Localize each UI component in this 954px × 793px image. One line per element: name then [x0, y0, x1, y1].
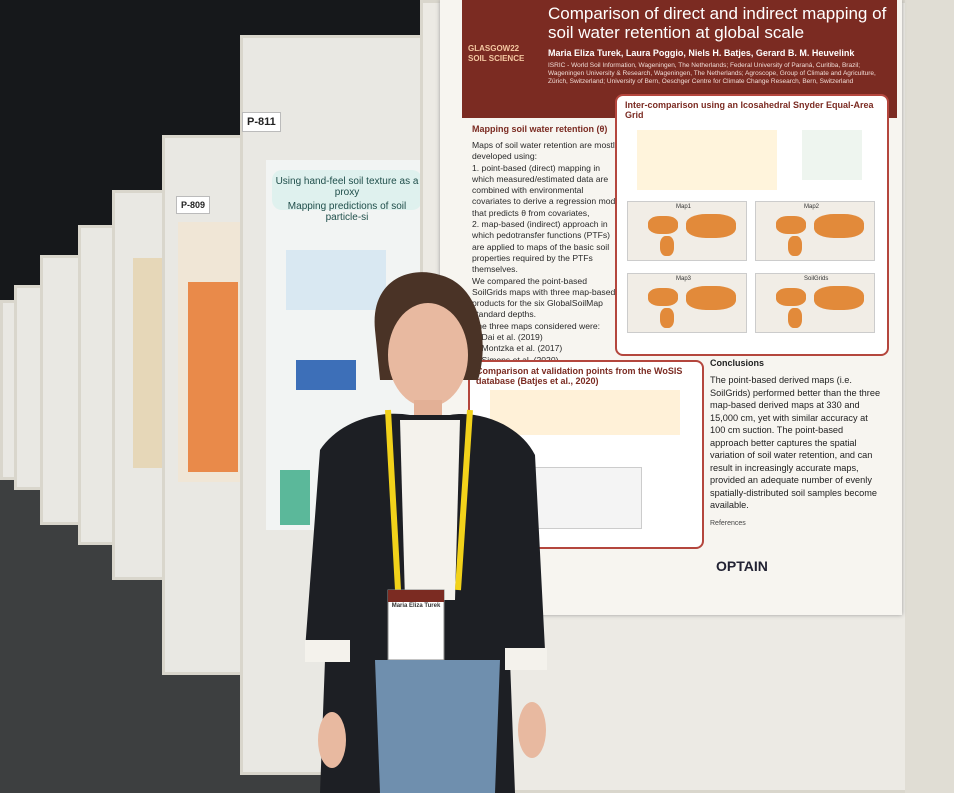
board-edge: [905, 0, 954, 793]
badge-name: Maria Eliza Turek: [391, 603, 441, 609]
board-label: P-811: [242, 112, 281, 132]
map-label: SoilGrids: [804, 276, 829, 282]
figure: [286, 250, 386, 310]
world-map: Map2: [755, 201, 875, 261]
neighbor-title: Using hand-feel soil texture as a proxy …: [272, 170, 422, 223]
poster-affiliations: ISRIC - World Soil Information, Wagening…: [548, 62, 876, 85]
paragraph: We compared the point-based SoilGrids ma…: [472, 275, 616, 320]
paragraph: 3. Simons et al. (2020): [472, 355, 622, 366]
poster-block: [188, 282, 238, 472]
paragraph: 2. Montzka et al. (2017): [472, 343, 563, 354]
rmse-plot: [530, 467, 642, 529]
intro-section: Mapping soil water retention (θ) Maps of…: [472, 124, 622, 366]
continent: [648, 216, 678, 234]
conclusions-section: Conclusions The point-based derived maps…: [710, 358, 882, 527]
continent: [686, 214, 736, 238]
poster-authors: Maria Eliza Turek, Laura Poggio, Niels H…: [548, 48, 855, 58]
section-heading: Inter-comparison using an Icosahedral Sn…: [625, 100, 874, 120]
section-body: Maps of soil water retention are mostly …: [472, 140, 622, 366]
world-map: Map1: [627, 201, 747, 261]
continent: [814, 286, 864, 310]
continent: [660, 236, 674, 256]
section-heading: Comparison at validation points from the…: [476, 366, 683, 386]
poster-distant: [178, 222, 246, 482]
continent: [648, 288, 678, 306]
paragraph: 1. Dai et al. (2019): [472, 332, 543, 343]
section-body: The point-based derived maps (i.e. SoilG…: [710, 375, 881, 510]
optain-logo: OPTAIN: [716, 558, 768, 574]
paragraph: 1. point-based (direct) mapping in which…: [472, 162, 622, 218]
map-label: Map1: [676, 204, 692, 210]
continent: [660, 308, 674, 328]
poster: GLASGOW22 SOIL SCIENCE Comparison of dir…: [440, 0, 902, 615]
person: [305, 272, 547, 793]
continent: [788, 308, 802, 328]
section-heading: Mapping soil water retention (θ): [472, 124, 608, 134]
world-map: Map3: [627, 273, 747, 333]
density-plots: [637, 130, 777, 190]
conference-logo: GLASGOW22 SOIL SCIENCE: [468, 44, 525, 63]
continent: [686, 286, 736, 310]
continent: [814, 214, 864, 238]
paragraph: The three maps considered were:: [472, 320, 601, 331]
map-label: Map2: [804, 204, 820, 210]
continent: [776, 288, 806, 306]
figure: [296, 360, 356, 390]
figure: [280, 470, 310, 525]
continent: [776, 216, 806, 234]
world-map: SoilGrids: [755, 273, 875, 333]
poster-title: Comparison of direct and indirect mappin…: [548, 4, 887, 42]
references-heading: References: [710, 519, 746, 527]
density-plots: [490, 390, 680, 435]
section-heading: Conclusions: [710, 358, 765, 368]
map-label: Map3: [676, 276, 692, 282]
paragraph: Maps of soil water retention are mostly …: [472, 140, 620, 162]
board-label: P-809: [176, 196, 211, 214]
paragraph: 2. map-based (indirect) approach in whic…: [472, 219, 611, 275]
continent: [788, 236, 802, 256]
neighbor-subtitle-line: Mapping predictions of soil particle-si: [287, 201, 407, 223]
histogram: [802, 130, 862, 180]
map-panel: Inter-comparison using an Icosahedral Sn…: [615, 94, 889, 356]
neighbor-title-line: Using hand-feel soil texture as a proxy: [275, 176, 419, 198]
